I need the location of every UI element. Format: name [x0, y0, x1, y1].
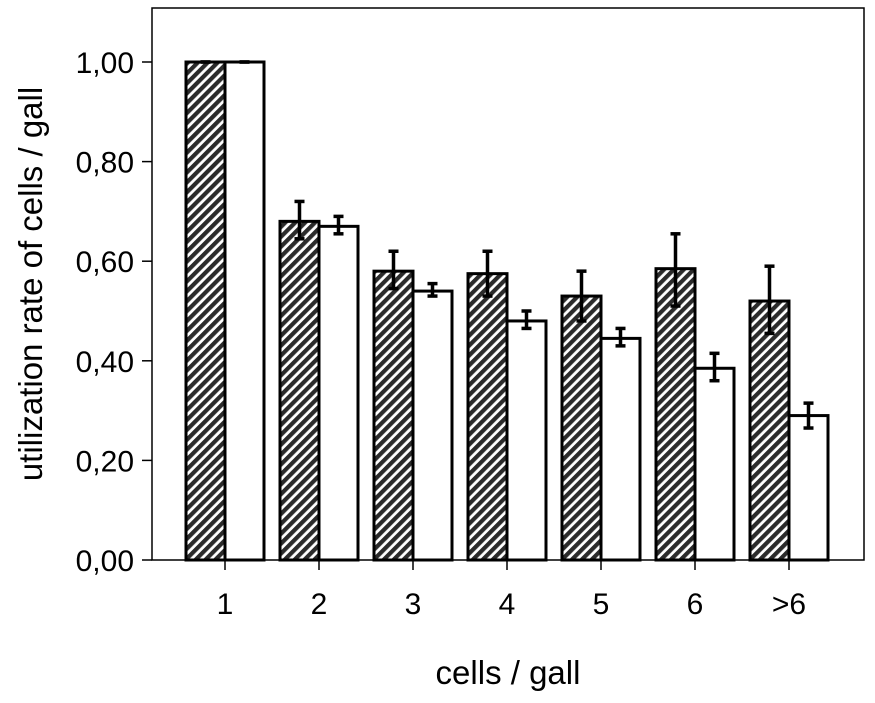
error-bar-hatched-2: [294, 199, 305, 241]
error-bar-hatched-4: [482, 249, 493, 298]
bar-open-1: [223, 60, 266, 562]
x-tick-label: 6: [687, 588, 704, 621]
y-tick-label: 0,80: [76, 147, 134, 180]
error-bar-hatched-6: [670, 232, 681, 308]
x-tick-label: 2: [311, 588, 328, 621]
bar-hatched-7: [748, 299, 791, 562]
y-tick-label: 0,20: [76, 445, 134, 478]
y-tick-label: 0,00: [76, 545, 134, 578]
bar-open-5: [599, 336, 642, 562]
x-tick-label: >6: [772, 588, 806, 621]
error-bar-open-3: [427, 281, 438, 298]
error-bar-hatched-5: [576, 269, 587, 323]
y-tick-label: 0,40: [76, 346, 134, 379]
error-bar-open-7: [803, 401, 814, 430]
error-bar-open-4: [521, 309, 532, 331]
bar-hatched-6: [654, 267, 697, 562]
error-bar-hatched-3: [388, 249, 399, 291]
y-tick-label: 1,00: [76, 47, 134, 80]
x-tick-label: 5: [593, 588, 610, 621]
bar-open-3: [411, 289, 454, 562]
x-axis-label: cells / gall: [436, 654, 581, 691]
bar-hatched-3: [372, 269, 415, 562]
bar-hatched-4: [466, 272, 509, 562]
bar-hatched-5: [560, 294, 603, 562]
y-axis-label: utilization rate of cells / gall: [12, 87, 49, 481]
bar-open-6: [693, 366, 736, 562]
error-bar-open-5: [615, 326, 626, 348]
bar-open-7: [787, 414, 830, 562]
error-bar-open-6: [709, 351, 720, 383]
error-bar-open-2: [333, 214, 344, 236]
bar-open-2: [317, 224, 360, 562]
error-bar-hatched-7: [764, 264, 775, 336]
bar-hatched-1: [184, 60, 227, 562]
bar-open-4: [505, 319, 548, 562]
bar-hatched-2: [278, 219, 321, 562]
y-tick-label: 0,60: [76, 246, 134, 279]
x-tick-label: 1: [217, 588, 234, 621]
x-tick-label: 3: [405, 588, 422, 621]
x-tick-label: 4: [499, 588, 516, 621]
